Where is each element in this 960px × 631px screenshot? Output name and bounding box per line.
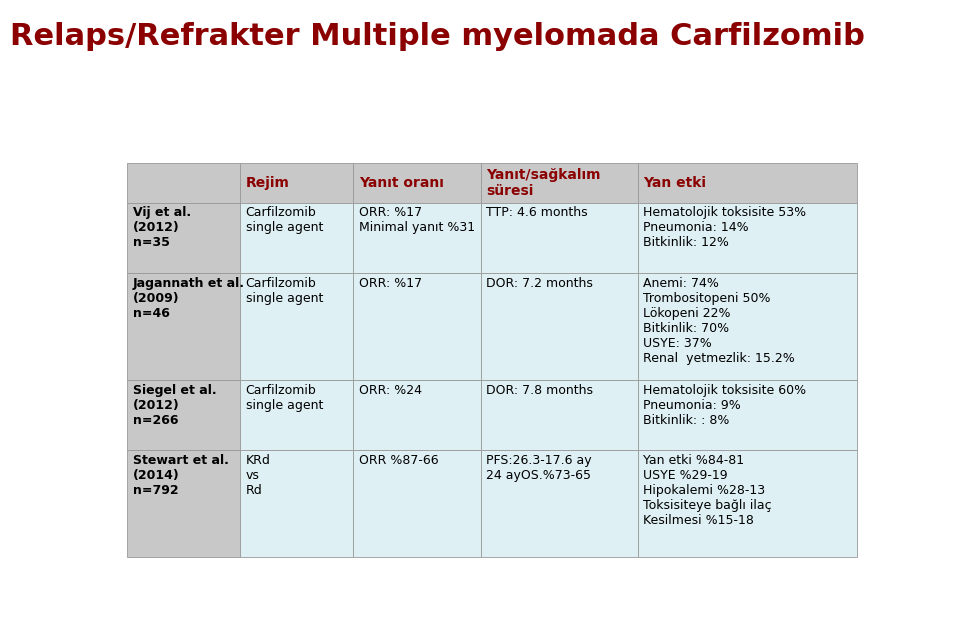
Bar: [128, 380, 240, 451]
Text: Siegel et al.
(2012)
n=266: Siegel et al. (2012) n=266: [132, 384, 216, 427]
Text: ORR %87-66: ORR %87-66: [359, 454, 439, 468]
Text: Jagannath et al.
(2009)
n=46: Jagannath et al. (2009) n=46: [132, 277, 245, 321]
Text: DOR: 7.8 months: DOR: 7.8 months: [487, 384, 593, 396]
Bar: [128, 451, 240, 557]
Text: Hematolojik toksisite 60%
Pneumonia: 9%
Bitkinlik: : 8%: Hematolojik toksisite 60% Pneumonia: 9% …: [643, 384, 806, 427]
Bar: [240, 380, 353, 451]
Bar: [353, 163, 481, 203]
Text: Anemi: 74%
Trombositopeni 50%
Lökopeni 22%
Bitkinlik: 70%
USYE: 37%
Renal  yetme: Anemi: 74% Trombositopeni 50% Lökopeni 2…: [643, 277, 795, 365]
Bar: [240, 163, 353, 203]
Text: Hematolojik toksisite 53%
Pneumonia: 14%
Bitkinlik: 12%: Hematolojik toksisite 53% Pneumonia: 14%…: [643, 206, 806, 249]
Text: Carfilzomib
single agent: Carfilzomib single agent: [246, 384, 323, 411]
Text: Yan etki %84-81
USYE %29-19
Hipokalemi %28-13
Toksisiteye bağlı ilaç
Kesilmesi %: Yan etki %84-81 USYE %29-19 Hipokalemi %…: [643, 454, 772, 528]
Text: Yanıt oranı: Yanıt oranı: [359, 176, 444, 190]
Text: Vij et al.
(2012)
n=35: Vij et al. (2012) n=35: [132, 206, 191, 249]
Text: Carfilzomib
single agent: Carfilzomib single agent: [246, 206, 323, 235]
Text: DOR: 7.2 months: DOR: 7.2 months: [487, 277, 593, 290]
Bar: [481, 273, 637, 380]
Text: ORR: %17
Minimal yanıt %31: ORR: %17 Minimal yanıt %31: [359, 206, 475, 235]
Text: Stewart et al.
(2014)
n=792: Stewart et al. (2014) n=792: [132, 454, 228, 497]
Text: Yanıt/sağkalım
süresi: Yanıt/sağkalım süresi: [487, 168, 601, 198]
Text: KRd
vs
Rd: KRd vs Rd: [246, 454, 271, 497]
Bar: [637, 451, 856, 557]
Bar: [353, 273, 481, 380]
Text: Relaps/Refrakter Multiple myelomada Carfilzomib: Relaps/Refrakter Multiple myelomada Carf…: [10, 22, 864, 51]
Bar: [353, 380, 481, 451]
Bar: [481, 451, 637, 557]
Bar: [637, 380, 856, 451]
Bar: [637, 273, 856, 380]
Bar: [128, 273, 240, 380]
Bar: [353, 451, 481, 557]
Bar: [128, 163, 240, 203]
Bar: [481, 203, 637, 273]
Text: TTP: 4.6 months: TTP: 4.6 months: [487, 206, 588, 220]
Bar: [481, 163, 637, 203]
Bar: [353, 203, 481, 273]
Bar: [481, 380, 637, 451]
Bar: [240, 273, 353, 380]
Bar: [637, 203, 856, 273]
Bar: [240, 203, 353, 273]
Text: ORR: %17: ORR: %17: [359, 277, 421, 290]
Bar: [637, 163, 856, 203]
Text: PFS:26.3-17.6 ay
24 ayOS.%73-65: PFS:26.3-17.6 ay 24 ayOS.%73-65: [487, 454, 592, 482]
Text: ORR: %24: ORR: %24: [359, 384, 421, 396]
Bar: [240, 451, 353, 557]
Text: Rejim: Rejim: [246, 176, 290, 190]
Bar: [128, 203, 240, 273]
Text: Carfilzomib
single agent: Carfilzomib single agent: [246, 277, 323, 305]
Text: Yan etki: Yan etki: [643, 176, 706, 190]
